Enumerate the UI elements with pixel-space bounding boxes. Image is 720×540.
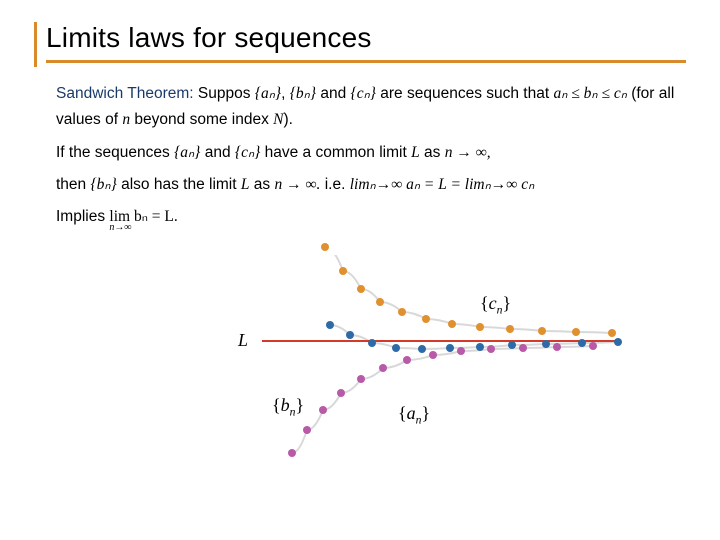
dot-cn	[572, 328, 580, 336]
dot-an	[288, 449, 296, 457]
dot-cn	[339, 267, 347, 275]
p2a: If the sequences	[56, 144, 174, 161]
dot-cn	[398, 308, 406, 316]
dot-bn	[346, 331, 354, 339]
var-L: L	[411, 144, 420, 161]
p3d: i.e.	[320, 176, 349, 193]
dot-cn	[357, 285, 365, 293]
dot-an	[337, 389, 345, 397]
slide-body: Sandwich Theorem: Suppos {aₙ}, {bₙ} and …	[34, 63, 686, 231]
var-n: n	[122, 111, 130, 128]
dot-an	[487, 345, 495, 353]
dot-bn	[326, 321, 334, 329]
dot-an	[429, 351, 437, 359]
var-N: N	[273, 111, 283, 128]
curve-cn	[325, 255, 612, 333]
inequality: aₙ ≤ bₙ ≤ cₙ	[553, 85, 626, 102]
dot-an	[553, 343, 561, 351]
p3c: as	[250, 176, 275, 193]
p1a: Suppos	[194, 85, 255, 102]
paragraph-3: then {bₙ} also has the limit L as n → ∞.…	[56, 172, 678, 198]
theorem-label: Sandwich Theorem:	[56, 85, 194, 102]
slide: Limits laws for sequences Sandwich Theor…	[0, 0, 720, 231]
dot-cn	[321, 243, 329, 251]
dot-cn	[506, 325, 514, 333]
dot-cn	[476, 323, 484, 331]
series-label-cn: {cn}	[480, 293, 511, 317]
limit-expression: limₙ→∞ aₙ = L = limₙ→∞ cₙ	[350, 176, 535, 193]
seq-cn: {cₙ}	[351, 85, 376, 102]
dot-an	[357, 375, 365, 383]
p3b: also has the limit	[117, 176, 241, 193]
p2c: have a common limit	[260, 144, 411, 161]
dot-cn	[376, 298, 384, 306]
n-inf: n → ∞,	[445, 144, 491, 161]
limit-line	[262, 340, 620, 342]
dot-an	[589, 342, 597, 350]
dot-an	[379, 364, 387, 372]
var-L-2: L	[241, 176, 250, 193]
title-underline: Limits laws for sequences	[46, 22, 686, 63]
slide-title: Limits laws for sequences	[46, 22, 686, 54]
seq-bn: {bₙ}	[290, 85, 316, 102]
dot-cn	[448, 320, 456, 328]
series-label-an: {an}	[398, 403, 430, 427]
dot-bn	[476, 343, 484, 351]
dot-an	[403, 356, 411, 364]
dot-cn	[608, 329, 616, 337]
dot-bn	[368, 339, 376, 347]
p1b: ,	[281, 85, 290, 102]
seq-cn-2: {cₙ}	[235, 144, 260, 161]
dot-cn	[538, 327, 546, 335]
paragraph-2: If the sequences {aₙ} and {cₙ} have a co…	[56, 140, 678, 166]
chart-curves	[230, 255, 640, 475]
p3a: then	[56, 176, 90, 193]
p2d: as	[420, 144, 445, 161]
curve-an	[292, 346, 593, 453]
p4a: Implies	[56, 208, 109, 225]
dot-bn	[578, 339, 586, 347]
paragraph-4: Implies lim bₙ = L. n→∞	[56, 204, 678, 230]
dot-bn	[446, 344, 454, 352]
n-inf-2: n → ∞.	[274, 176, 320, 193]
sandwich-chart: L {cn} {bn} {an}	[230, 255, 640, 475]
title-left-rule	[34, 22, 37, 67]
seq-an: {aₙ}	[255, 85, 281, 102]
dot-bn	[614, 338, 622, 346]
p1g: ).	[284, 111, 293, 128]
series-label-bn: {bn}	[272, 395, 304, 419]
seq-an-2: {aₙ}	[174, 144, 200, 161]
limit-label: L	[238, 330, 248, 351]
lim-bn-sub: n→∞	[109, 219, 131, 236]
p1f: beyond some index	[130, 111, 273, 128]
dot-bn	[508, 341, 516, 349]
dot-cn	[422, 315, 430, 323]
dot-bn	[418, 345, 426, 353]
paragraph-1: Sandwich Theorem: Suppos {aₙ}, {bₙ} and …	[56, 81, 678, 134]
dot-an	[319, 406, 327, 414]
dot-an	[457, 347, 465, 355]
p2b: and	[200, 144, 234, 161]
seq-bn-2: {bₙ}	[90, 176, 116, 193]
dot-bn	[542, 340, 550, 348]
p1d: are sequences such that	[376, 85, 554, 102]
p1c: and	[316, 85, 350, 102]
dot-an	[303, 426, 311, 434]
dot-bn	[392, 344, 400, 352]
dot-an	[519, 344, 527, 352]
